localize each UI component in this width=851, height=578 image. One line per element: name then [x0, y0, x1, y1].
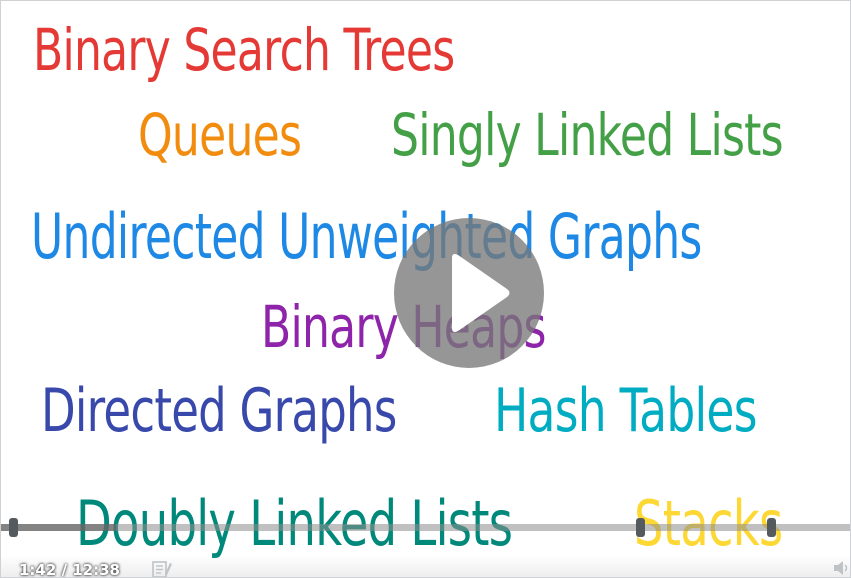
chapter-marker[interactable] — [767, 518, 776, 537]
control-bar — [1, 555, 850, 577]
chapter-marker[interactable] — [636, 518, 645, 537]
time-display: 1:42 / 12:38 — [19, 561, 120, 578]
word-queues: Queues — [138, 101, 302, 169]
word-stacks: Stacks — [634, 487, 783, 560]
volume-icon[interactable] — [832, 559, 850, 577]
progress-fill — [1, 524, 116, 531]
chapter-marker[interactable] — [9, 518, 18, 537]
word-binary-search-trees: Binary Search Trees — [33, 16, 455, 84]
word-doubly-linked-lists: Doubly Linked Lists — [76, 487, 513, 560]
word-singly-linked-lists: Singly Linked Lists — [391, 101, 784, 169]
word-hash-tables: Hash Tables — [494, 376, 757, 446]
transcript-icon[interactable] — [152, 560, 172, 577]
play-button[interactable] — [394, 218, 544, 368]
word-undirected-unweighted-graphs: Undirected Unweighted Graphs — [31, 200, 702, 273]
play-icon — [452, 254, 510, 332]
word-directed-graphs: Directed Graphs — [41, 376, 397, 446]
progress-bar[interactable] — [1, 524, 850, 531]
